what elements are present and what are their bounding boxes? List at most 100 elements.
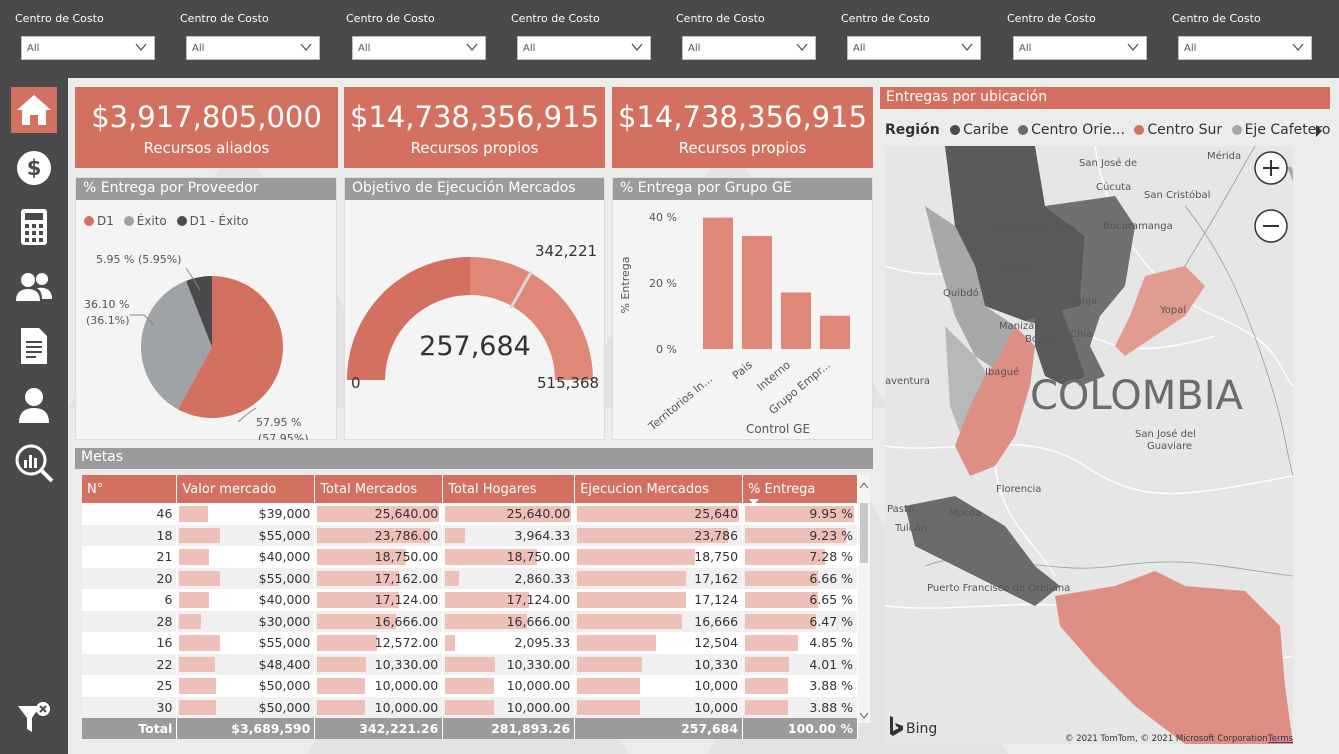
col-header-ejecucion-mercados[interactable]: Ejecucion Mercados <box>574 475 744 503</box>
pie-slice--xito[interactable] <box>141 280 212 410</box>
table-scrollbar[interactable] <box>858 475 870 723</box>
filter-dropdown[interactable]: All <box>682 36 816 60</box>
scroll-up-icon <box>859 482 869 489</box>
table-cell: 16,666 <box>574 610 744 632</box>
legend-item-exito[interactable]: Éxito <box>123 214 167 228</box>
nav-analytics[interactable] <box>11 440 57 486</box>
table-cell: 20 <box>82 567 178 589</box>
table-row[interactable]: 21 $40,000 18,750.00 18,750.00 18,750 7.28 % <box>82 546 858 568</box>
cell-value: 7.28 % <box>809 549 853 565</box>
table-row[interactable]: 6 $40,000 17,124.00 17,124.00 17,124 6.65 % <box>82 589 858 611</box>
table-cell: 3,964.33 <box>442 524 576 546</box>
pie-label-big-1: 57.95 % <box>256 416 301 429</box>
col-header-total-hogares[interactable]: Total Hogares <box>442 475 576 503</box>
cell-value: 21 <box>156 549 173 565</box>
map-terms-link[interactable]: Terms <box>1267 734 1293 744</box>
map-place: Bogotá <box>1025 333 1061 345</box>
region-caribe-south[interactable] <box>905 496 1060 606</box>
total-mercados: 342,221.26 <box>314 718 444 739</box>
table-cell: 4.01 % <box>742 653 858 675</box>
data-bar <box>745 613 817 629</box>
cell-value: 9.23 % <box>809 527 853 543</box>
legend-item-eje-cafetero[interactable]: Eje Cafetero <box>1231 122 1330 138</box>
map-view[interactable]: Mérida San José de Cúcuta San Cristóbal … <box>885 146 1293 744</box>
filter-dropdown[interactable]: All <box>21 36 155 60</box>
col-header-n[interactable]: N° <box>82 475 178 503</box>
data-bar <box>317 699 366 715</box>
kpi-caption: Recursos propios <box>410 139 539 157</box>
data-bar <box>577 678 641 694</box>
total-hogares: 281,893.26 <box>442 718 576 739</box>
nav-home[interactable] <box>11 87 57 133</box>
table-row[interactable]: 30 $50,000 10,000.00 10,000.00 10,000 3.88 % <box>82 696 858 718</box>
table-cell: $48,400 <box>176 653 316 675</box>
pie-slice-d1-xito[interactable] <box>186 276 212 347</box>
table-cell: 18 <box>82 524 178 546</box>
nav-clear-filters[interactable] <box>11 695 57 741</box>
filter-dropdown[interactable]: All <box>847 36 981 60</box>
cell-value: 10,000.00 <box>506 699 571 715</box>
bar-territorios-in[interactable] <box>703 217 733 349</box>
data-bar <box>745 570 819 586</box>
filter-dropdown[interactable]: All <box>1013 36 1147 60</box>
map-place: Tulcán <box>894 522 927 534</box>
cell-value: 25 <box>156 678 173 694</box>
legend-next-icon[interactable] <box>1314 124 1324 138</box>
scroll-down-icon <box>859 712 869 719</box>
filter-dropdown[interactable]: All <box>1178 36 1312 60</box>
chevron-down-icon <box>1127 43 1139 52</box>
filter-dropdown[interactable]: All <box>517 36 651 60</box>
map-place: Manizales <box>999 321 1048 332</box>
nav-users[interactable] <box>11 264 57 310</box>
zoom-out-button[interactable] <box>1254 209 1288 243</box>
scroll-thumb[interactable] <box>860 503 868 563</box>
nav-calculator[interactable] <box>11 204 57 250</box>
region-centro-oriente-2[interactable] <box>1035 296 1085 386</box>
legend-item-d1-exito[interactable]: D1 - Éxito <box>176 214 249 228</box>
table-row[interactable]: 22 $48,400 10,330.00 10,330.00 10,330 4.01 % <box>82 653 858 675</box>
cell-value: 25,640 <box>694 506 739 522</box>
pie-slice-d1[interactable] <box>177 276 283 418</box>
table-row[interactable]: 28 $30,000 16,666.00 16,666.00 16,666 6.47 % <box>82 610 858 632</box>
nav-profile[interactable] <box>11 382 57 428</box>
data-bar <box>179 549 210 565</box>
legend-item-caribe[interactable]: Caribe <box>950 122 1009 138</box>
table-row[interactable]: 16 $55,000 12,572.00 2,095.33 12,504 4.85 % <box>82 632 858 654</box>
cell-value: 18,750.00 <box>374 549 439 565</box>
data-bar <box>445 549 538 565</box>
legend-item-centro-oriente[interactable]: Centro Orie... <box>1018 122 1125 138</box>
kpi-value: $14,738,356,915 <box>617 100 868 134</box>
table-row[interactable]: 20 $55,000 17,162.00 2,860.33 17,162 6.66 % <box>82 567 858 589</box>
legend-item-centro-sur[interactable]: Centro Sur <box>1134 122 1222 138</box>
region-centro-sur-east[interactable] <box>1115 266 1205 356</box>
table-row[interactable]: 18 $55,000 23,786.00 3,964.33 23,786 9.23 % <box>82 524 858 546</box>
region-centro-sur-amazon[interactable] <box>1055 571 1293 744</box>
table-row[interactable]: 25 $50,000 10,000.00 10,000.00 10,000 3.88 % <box>82 675 858 697</box>
legend-item-d1[interactable]: D1 <box>84 214 114 228</box>
col-header-total-mercados[interactable]: Total Mercados <box>314 475 444 503</box>
table-cell: $50,000 <box>176 675 316 697</box>
bar-grupo-empr[interactable] <box>820 315 850 349</box>
filter-dropdown[interactable]: All <box>352 36 486 60</box>
region-eje-cafetero[interactable] <box>925 206 1030 376</box>
nav-finance[interactable]: $ <box>11 145 57 191</box>
table-row[interactable]: 46 $39,000 25,640.00 25,640.00 25,640 9.95 % <box>82 503 858 525</box>
region-caribe[interactable] <box>945 146 1085 321</box>
bar-interno[interactable] <box>781 292 811 349</box>
cell-value: 16 <box>156 635 173 651</box>
col-header-valor-mercado[interactable]: Valor mercado <box>176 475 316 503</box>
nav-documents[interactable] <box>11 323 57 369</box>
filter-dropdown[interactable]: All <box>186 36 320 60</box>
filter-value: All <box>358 43 371 54</box>
gauge-target-label: 342,221 <box>535 242 597 260</box>
zoom-in-button[interactable] <box>1254 151 1288 185</box>
table-cell: 6.66 % <box>742 567 858 589</box>
data-bar <box>445 592 530 608</box>
bar-pais[interactable] <box>742 235 772 349</box>
col-header-entrega[interactable]: % Entrega <box>742 475 858 505</box>
table-cell: 4.85 % <box>742 632 858 654</box>
data-bar <box>317 570 400 586</box>
cell-value: 10,330 <box>694 656 739 672</box>
region-centro-sur[interactable] <box>955 326 1035 476</box>
map-card: Entregas por ubicación Región Caribe Cen… <box>880 87 1330 744</box>
